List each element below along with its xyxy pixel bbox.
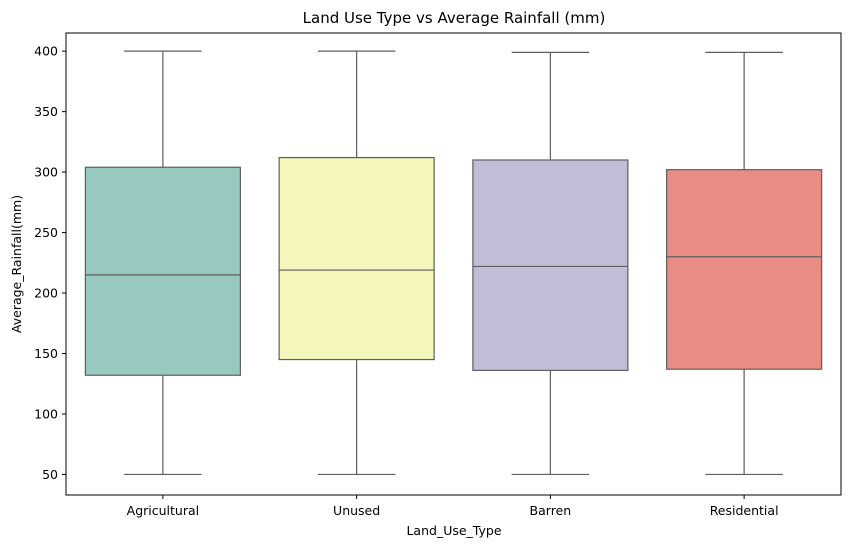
y-tick-label: 150	[34, 346, 58, 361]
y-tick-label: 300	[34, 165, 58, 180]
box-group-agricultural	[84, 50, 241, 476]
x-axis-label: Land_Use_Type	[406, 523, 501, 538]
y-tick-label: 50	[42, 467, 58, 482]
box-group-residential	[666, 51, 823, 476]
y-tick-label: 350	[34, 104, 58, 119]
box-residential	[666, 169, 823, 370]
y-tick-label: 400	[34, 44, 58, 59]
box-agricultural	[84, 166, 241, 376]
box-group-unused	[278, 50, 435, 476]
y-tick-label: 200	[34, 286, 58, 301]
plot-frame	[65, 32, 842, 496]
box-unused	[278, 156, 435, 361]
box-barren	[472, 159, 629, 372]
x-tick-label: Residential	[710, 503, 779, 518]
plot-area	[84, 50, 823, 476]
chart-title: Land Use Type vs Average Rainfall (mm)	[303, 9, 606, 27]
y-axis-label: Average_Rainfall(mm)	[9, 195, 24, 333]
x-tick-label: Barren	[530, 503, 572, 518]
box-group-barren	[472, 51, 629, 476]
y-axis: 50 100 150 200 250 300 350 400	[34, 44, 66, 482]
x-axis: Agricultural Unused Barren Residential	[127, 495, 779, 518]
y-tick-label: 100	[34, 406, 58, 421]
x-tick-label: Agricultural	[127, 503, 199, 518]
y-tick-label: 250	[34, 225, 58, 240]
x-tick-label: Unused	[333, 503, 380, 518]
